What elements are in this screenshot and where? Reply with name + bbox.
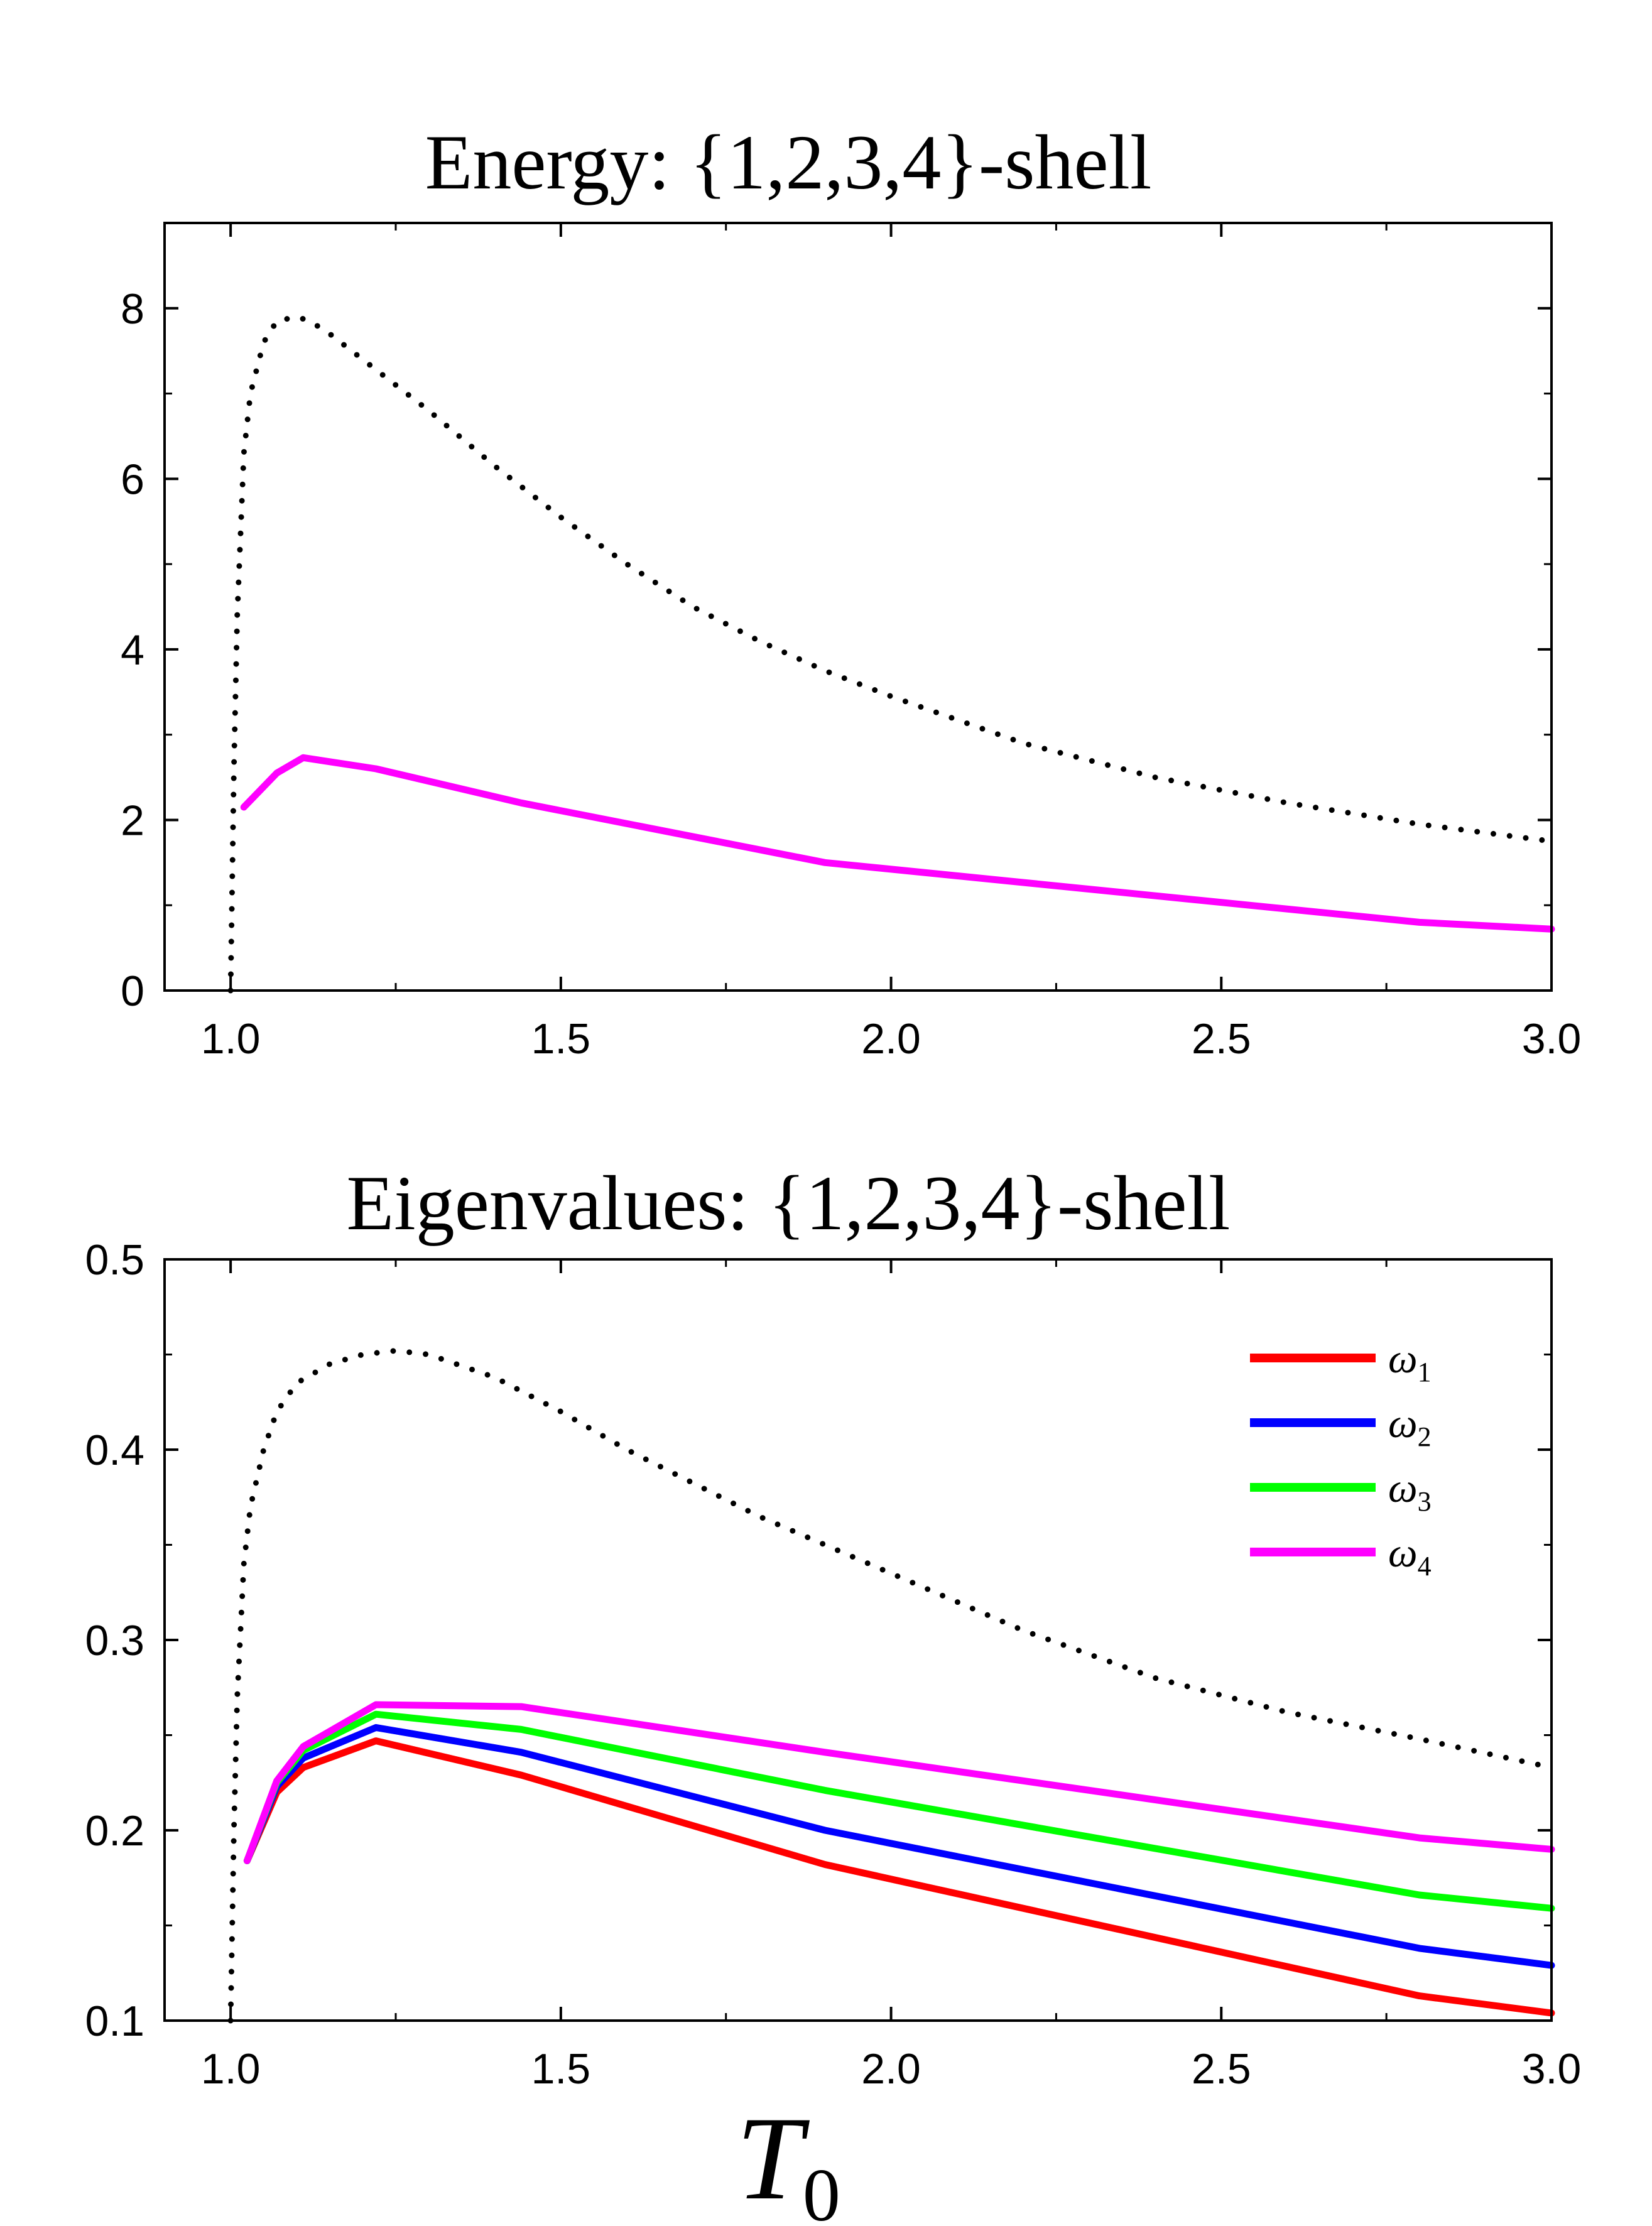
- x-axis-label: T0: [736, 2093, 840, 2226]
- energy-plot-marks: [227, 313, 1555, 994]
- energy-x-tick-label: 1.5: [531, 1015, 591, 1063]
- energy-x-tick-label: 1.0: [201, 1015, 261, 1063]
- eigenvalues-series-omega-4-line: [243, 1701, 1555, 1864]
- legend-label-omega-2: ω2: [1388, 1401, 1432, 1452]
- legend-entry-omega-2: ω2: [1250, 1401, 1432, 1452]
- energy-series-omega-4-line: [240, 754, 1555, 933]
- energy-x-tick-label: 2.5: [1192, 1015, 1251, 1063]
- eigenvalues-axis-ticks: 1.0 1.5 2.0 2.5 3.0 0.1 0.2 0.3 0.4 0.5: [85, 1236, 1581, 2093]
- legend-entry-omega-1: ω1: [1250, 1336, 1432, 1387]
- energy-axis-ticks: 1.0 1.5 2.0 2.5 3.0 0 2 4 6 8: [121, 223, 1581, 1063]
- energy-y-tick-label: 2: [121, 796, 144, 844]
- eigenvalues-x-tick-label: 2.0: [861, 2045, 921, 2093]
- energy-y-tick-label: 6: [121, 455, 144, 503]
- eigenvalues-y-tick-label: 0.3: [85, 1617, 144, 1664]
- energy-series-reference-dotted: [227, 313, 1555, 994]
- energy-plot-frame: [163, 222, 1553, 992]
- eigenvalues-y-tick-label: 0.1: [85, 1997, 144, 2045]
- energy-x-tick-label: 2.0: [861, 1015, 921, 1063]
- energy-y-tick-label: 8: [121, 285, 144, 333]
- eigenvalues-y-tick-label: 0.4: [85, 1426, 144, 1474]
- energy-x-tick-label: 3.0: [1522, 1015, 1582, 1063]
- eigenvalues-plot-marks: [227, 1347, 1555, 2024]
- eigenvalues-y-tick-label: 0.5: [85, 1236, 144, 1284]
- legend-entry-omega-4: ω4: [1250, 1530, 1432, 1582]
- legend-label-omega-1: ω1: [1388, 1336, 1432, 1387]
- legend-entry-omega-3: ω3: [1250, 1465, 1432, 1517]
- energy-y-tick-label: 0: [121, 967, 144, 1015]
- energy-panel: Energy: {1,2,3,4}-shell 1.0 1.5 2.0 2.5 3.0 0…: [121, 119, 1581, 1063]
- eigenvalues-x-tick-label: 1.5: [531, 2045, 591, 2093]
- legend-label-omega-3: ω3: [1388, 1465, 1432, 1517]
- eigenvalues-panel: Eigenvalues: {1,2,3,4}-shell 1.0 1.5 2.0 2.…: [85, 1160, 1581, 2226]
- eigenvalues-x-tick-label: 1.0: [201, 2045, 261, 2093]
- eigenvalues-plot-frame: [163, 1258, 1553, 2022]
- legend-label-omega-4: ω4: [1388, 1530, 1432, 1582]
- eigenvalues-x-tick-label: 3.0: [1522, 2045, 1582, 2093]
- eigenvalues-series-omega-1-line: [243, 1737, 1555, 2017]
- eigenvalues-series-reference-dotted: [227, 1347, 1555, 2024]
- energy-chart-title: Energy: {1,2,3,4}-shell: [425, 119, 1152, 205]
- eigenvalues-legend: ω1 ω2 ω3 ω4: [1250, 1336, 1432, 1582]
- eigenvalues-chart-title: Eigenvalues: {1,2,3,4}-shell: [347, 1160, 1231, 1246]
- energy-y-tick-label: 4: [121, 626, 144, 674]
- eigenvalues-x-tick-label: 2.5: [1192, 2045, 1251, 2093]
- eigenvalues-y-tick-label: 0.2: [85, 1807, 144, 1855]
